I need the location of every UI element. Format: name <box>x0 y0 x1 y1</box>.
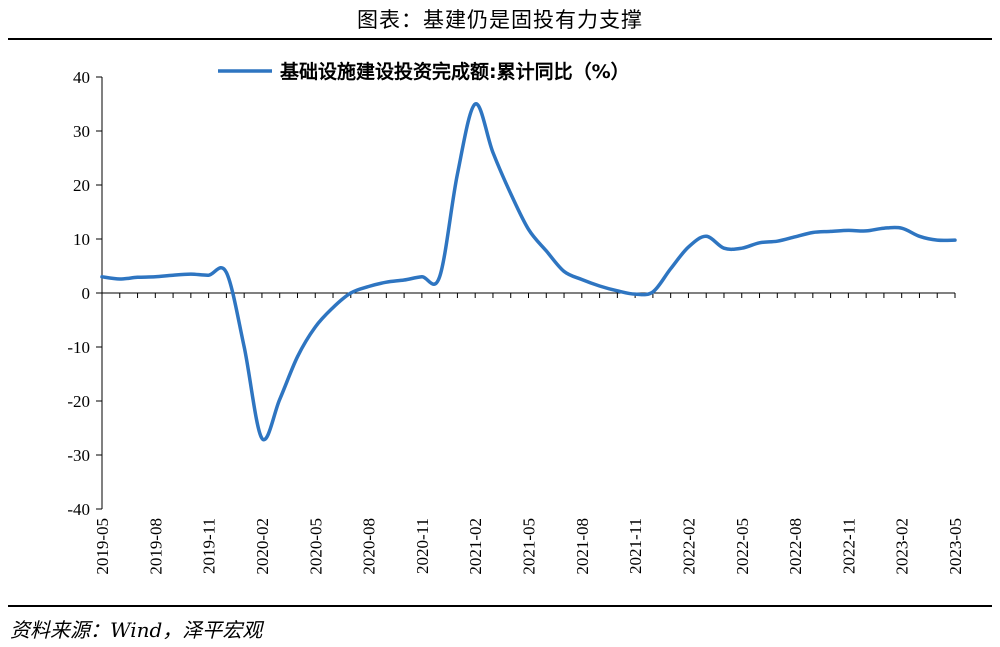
y-tick-label: -40 <box>67 500 90 519</box>
x-axis-ticks: 2019-05 2019-08 2019-11 2020-02 2020-05 2020-… <box>93 293 965 575</box>
x-tick-label: 2023-02 <box>893 518 912 575</box>
x-tick-label: 2019-05 <box>93 518 112 575</box>
x-tick-label: 2020-08 <box>360 518 379 575</box>
y-tick-label: 30 <box>73 122 90 141</box>
x-tick-label: 2021-11 <box>626 518 645 574</box>
y-tick-label: 0 <box>82 284 91 303</box>
x-tick-label: 2022-02 <box>679 518 698 575</box>
chart-series <box>100 102 957 442</box>
chart-legend: 基础设施建设投资完成额:累计同比（%） <box>218 60 630 83</box>
x-tick-label: 2021-05 <box>520 518 539 575</box>
source-note: 资料来源：Wind，泽平宏观 <box>10 618 263 642</box>
y-tick-label: -20 <box>67 392 90 411</box>
x-tick-label: 2021-02 <box>466 518 485 575</box>
x-tick-label: 2020-11 <box>413 518 432 574</box>
x-tick-label: 2022-11 <box>839 518 858 574</box>
x-tick-label: 2021-08 <box>573 518 592 575</box>
y-tick-label: -30 <box>67 446 90 465</box>
series-line <box>100 102 957 442</box>
bottom-rule <box>8 605 992 607</box>
y-axis-ticks: -40 -30 -20 -10 0 10 20 30 40 <box>67 68 102 519</box>
x-tick-label: 2022-08 <box>786 518 805 575</box>
x-tick-label: 2022-05 <box>733 518 752 575</box>
y-tick-label: 40 <box>73 68 90 87</box>
x-tick-label: 2020-02 <box>253 518 272 575</box>
x-tick-label: 2019-08 <box>146 518 165 575</box>
y-tick-label: -10 <box>67 338 90 357</box>
figure-title: 图表：基建仍是固投有力支撑 <box>357 8 643 32</box>
x-tick-label: 2020-05 <box>306 518 325 575</box>
x-tick-label: 2023-05 <box>946 518 965 575</box>
legend-label: 基础设施建设投资完成额:累计同比（%） <box>279 60 630 83</box>
y-tick-label: 10 <box>73 230 90 249</box>
top-rule <box>8 38 992 40</box>
y-tick-label: 20 <box>73 176 90 195</box>
x-tick-label: 2019-11 <box>200 518 219 574</box>
